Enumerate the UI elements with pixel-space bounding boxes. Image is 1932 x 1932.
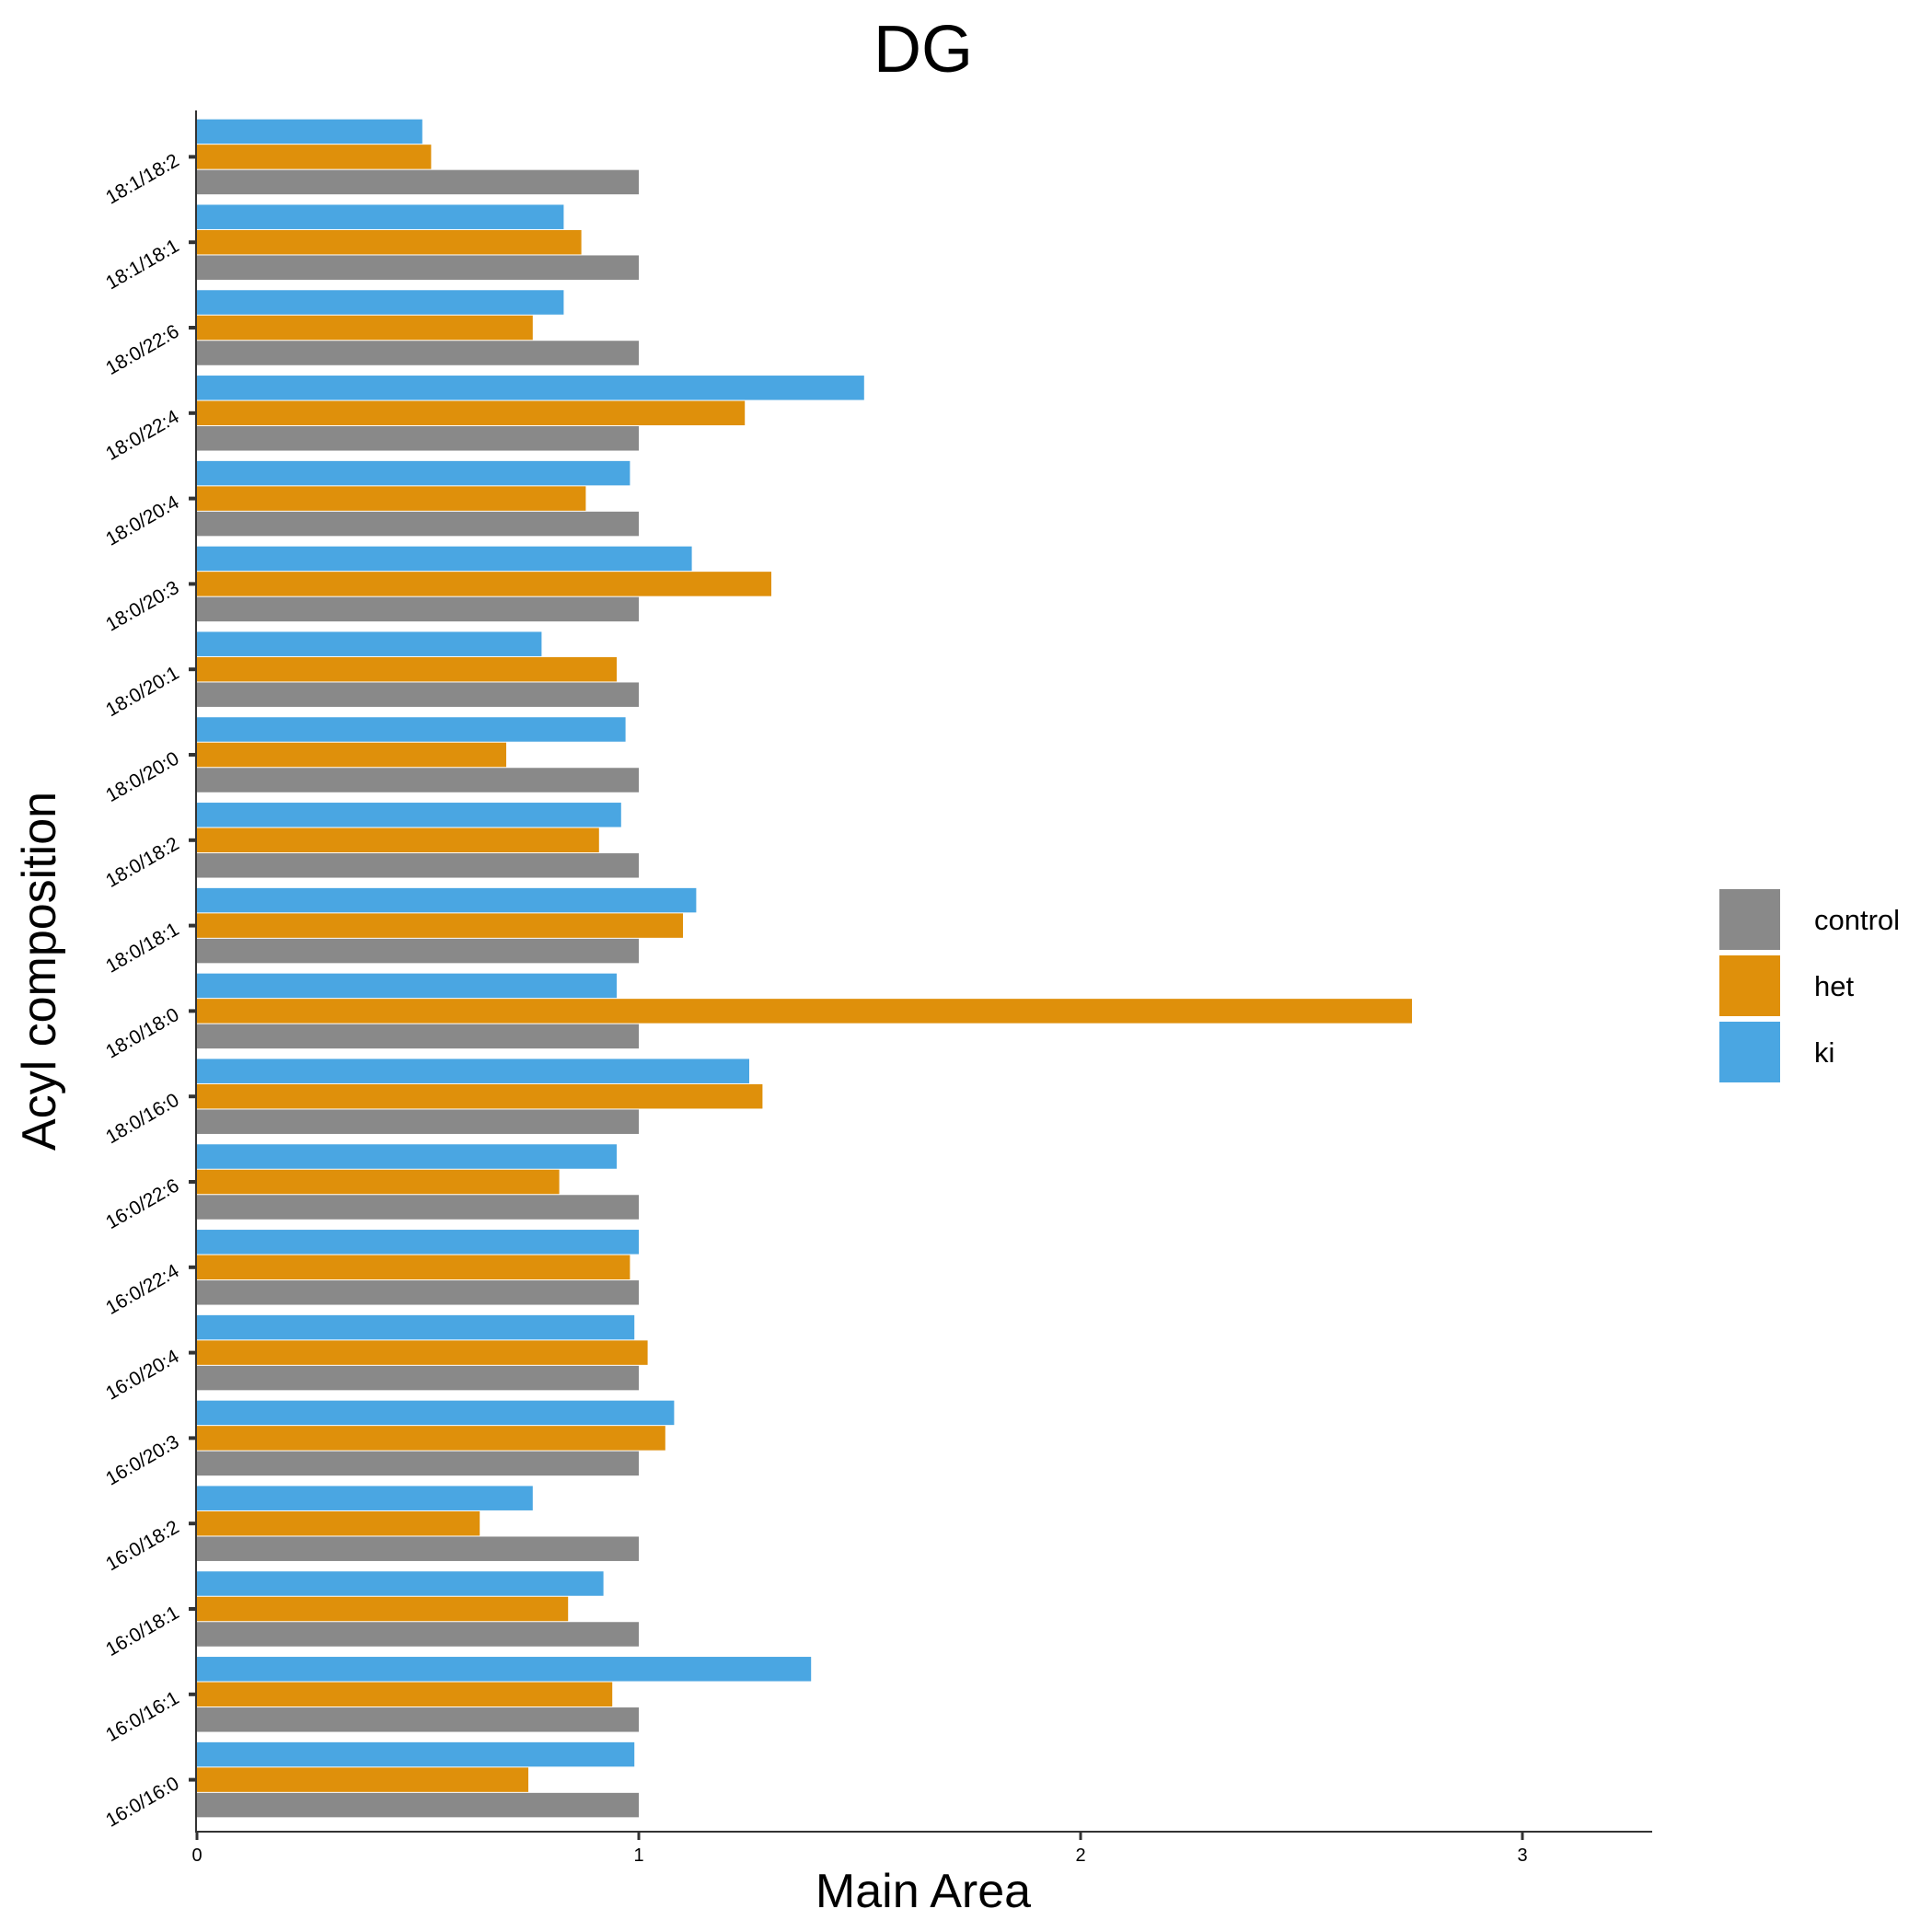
y-tick-label: 16:0/18:1 <box>102 1602 182 1660</box>
y-tick-label: 18:0/20:4 <box>102 492 183 550</box>
bar-het-18-0-20-0 <box>197 742 506 768</box>
chart-title: DG <box>873 13 973 87</box>
bar-ki-18-0-20-3 <box>197 546 692 572</box>
y-tick-label: 18:0/20:0 <box>102 747 182 806</box>
bar-control-18-0-22-6 <box>197 341 639 365</box>
bar-het-16-0-20-4 <box>197 1340 648 1365</box>
bar-control-16-0-22-6 <box>197 1195 639 1220</box>
y-tick-label: 18:0/18:1 <box>102 919 182 978</box>
bars-group <box>197 119 1412 1818</box>
bar-control-18-0-18-1 <box>197 938 639 964</box>
y-tick-label: 18:1/18:1 <box>102 236 182 295</box>
bar-het-16-0-18-1 <box>197 1596 569 1622</box>
legend: control het ki <box>1719 889 1900 1082</box>
y-ticks-group: 16:0/16:0 16:0/16:1 16:0/18:1 16:0/18:2 16:0… <box>102 150 196 1832</box>
bar-ki-16-0-18-1 <box>197 1571 604 1596</box>
y-axis-title: Acyl composition <box>13 792 66 1151</box>
bar-control-18-0-16-0 <box>197 1109 639 1134</box>
x-ticks-group: 0 1 2 3 <box>191 1832 1528 1866</box>
legend-label-ki: ki <box>1814 1036 1834 1069</box>
x-tick-label: 0 <box>191 1845 202 1866</box>
bar-control-16-0-20-4 <box>197 1365 639 1391</box>
bar-het-16-0-22-4 <box>197 1255 631 1280</box>
legend-label-control: control <box>1814 904 1900 936</box>
bar-ki-16-0-20-4 <box>197 1314 635 1340</box>
bar-control-16-0-18-1 <box>197 1622 639 1647</box>
bar-het-18-0-20-4 <box>197 486 586 511</box>
bar-het-16-0-16-0 <box>197 1767 528 1792</box>
y-tick-label: 18:0/22:6 <box>102 320 182 379</box>
bar-ki-18-1-18-2 <box>197 119 422 145</box>
bar-ki-16-0-16-1 <box>197 1657 812 1682</box>
bar-control-18-0-22-4 <box>197 426 639 451</box>
bar-ki-18-0-20-1 <box>197 631 542 656</box>
bar-ki-18-0-20-4 <box>197 460 631 486</box>
bar-control-18-1-18-1 <box>197 255 639 280</box>
bar-control-18-0-20-0 <box>197 768 639 792</box>
bar-het-18-0-20-3 <box>197 572 771 596</box>
y-tick-label: 18:0/20:3 <box>102 577 182 636</box>
bar-het-16-0-22-6 <box>197 1169 560 1195</box>
bar-het-18-0-18-1 <box>197 913 683 938</box>
bar-het-16-0-20-3 <box>197 1426 665 1451</box>
bar-het-18-0-22-4 <box>197 400 746 426</box>
bar-control-18-0-18-2 <box>197 853 639 878</box>
bar-ki-18-1-18-1 <box>197 204 564 229</box>
bar-ki-18-0-18-0 <box>197 973 617 999</box>
bar-het-18-1-18-2 <box>197 145 432 169</box>
y-tick-label: 16:0/18:2 <box>102 1517 182 1576</box>
bar-het-18-1-18-1 <box>197 229 582 255</box>
bar-control-18-0-20-1 <box>197 682 639 707</box>
bar-ki-18-0-22-4 <box>197 376 864 400</box>
bar-ki-18-0-20-0 <box>197 717 626 742</box>
y-tick-label: 16:0/16:0 <box>102 1773 182 1832</box>
bar-het-16-0-18-2 <box>197 1510 480 1536</box>
bar-control-16-0-20-3 <box>197 1451 639 1476</box>
bar-ki-16-0-20-3 <box>197 1400 675 1426</box>
bar-ki-16-0-22-4 <box>197 1230 639 1255</box>
legend-swatch-het <box>1719 955 1780 1016</box>
y-tick-label: 18:0/20:1 <box>102 663 182 722</box>
y-tick-label: 18:0/22:4 <box>102 406 183 465</box>
x-tick-label: 1 <box>633 1845 643 1866</box>
x-tick-label: 2 <box>1075 1845 1085 1866</box>
bar-ki-18-0-22-6 <box>197 290 564 315</box>
bar-ki-18-0-18-1 <box>197 887 697 913</box>
bar-control-16-0-18-2 <box>197 1536 639 1561</box>
bar-het-18-0-20-1 <box>197 656 617 682</box>
legend-swatch-ki <box>1719 1022 1780 1082</box>
y-tick-label: 16:0/20:4 <box>102 1346 183 1405</box>
bar-ki-16-0-18-2 <box>197 1486 533 1510</box>
bar-ki-18-0-18-2 <box>197 803 621 827</box>
bar-het-18-0-16-0 <box>197 1083 763 1109</box>
y-tick-label: 16:0/16:1 <box>102 1687 182 1746</box>
y-tick-label: 16:0/20:3 <box>102 1431 182 1490</box>
bar-ki-16-0-16-0 <box>197 1741 635 1767</box>
bar-het-18-0-18-0 <box>197 999 1412 1024</box>
legend-label-het: het <box>1814 970 1854 1002</box>
bar-control-18-0-20-3 <box>197 596 639 622</box>
bar-control-18-0-18-0 <box>197 1024 639 1049</box>
bar-het-18-0-22-6 <box>197 315 533 341</box>
bar-ki-18-0-16-0 <box>197 1059 749 1083</box>
bar-control-16-0-16-1 <box>197 1707 639 1732</box>
bar-control-18-1-18-2 <box>197 169 639 195</box>
bar-het-16-0-16-1 <box>197 1682 613 1707</box>
y-tick-label: 18:1/18:2 <box>102 150 182 209</box>
bar-ki-16-0-22-6 <box>197 1144 617 1169</box>
bar-control-18-0-20-4 <box>197 511 639 537</box>
y-tick-label: 16:0/22:4 <box>102 1260 183 1319</box>
y-tick-label: 18:0/16:0 <box>102 1090 182 1149</box>
bar-het-18-0-18-2 <box>197 827 599 853</box>
x-axis-title: Main Area <box>816 1865 1031 1918</box>
x-tick-label: 3 <box>1517 1845 1527 1866</box>
bar-control-16-0-16-0 <box>197 1792 639 1818</box>
bar-control-16-0-22-4 <box>197 1280 639 1305</box>
y-tick-label: 16:0/22:6 <box>102 1174 182 1233</box>
legend-swatch-control <box>1719 889 1780 950</box>
y-tick-label: 18:0/18:0 <box>102 1004 182 1063</box>
y-tick-label: 18:0/18:2 <box>102 833 182 892</box>
